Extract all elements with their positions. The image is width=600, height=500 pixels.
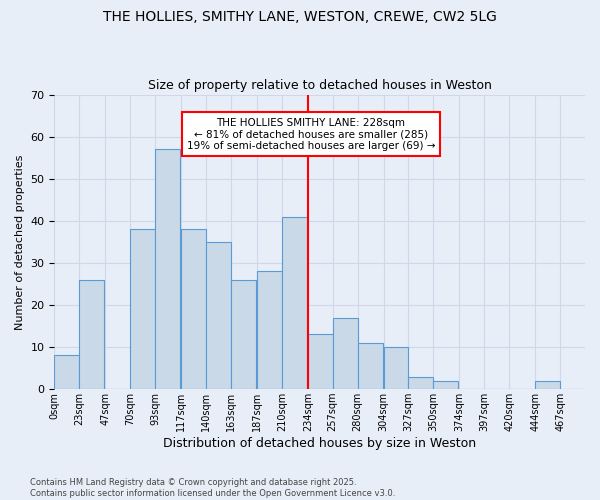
- Text: THE HOLLIES, SMITHY LANE, WESTON, CREWE, CW2 5LG: THE HOLLIES, SMITHY LANE, WESTON, CREWE,…: [103, 10, 497, 24]
- Bar: [282, 216, 307, 389]
- Title: Size of property relative to detached houses in Weston: Size of property relative to detached ho…: [148, 79, 491, 92]
- Text: Contains HM Land Registry data © Crown copyright and database right 2025.
Contai: Contains HM Land Registry data © Crown c…: [30, 478, 395, 498]
- Bar: [308, 334, 332, 389]
- Y-axis label: Number of detached properties: Number of detached properties: [15, 154, 25, 330]
- Bar: [332, 318, 358, 389]
- Bar: [79, 280, 104, 389]
- Bar: [206, 242, 231, 389]
- Bar: [535, 380, 560, 389]
- X-axis label: Distribution of detached houses by size in Weston: Distribution of detached houses by size …: [163, 437, 476, 450]
- Bar: [130, 229, 155, 389]
- Bar: [383, 347, 409, 389]
- Bar: [181, 229, 206, 389]
- Bar: [433, 380, 458, 389]
- Bar: [257, 272, 282, 389]
- Bar: [55, 356, 79, 389]
- Bar: [358, 343, 383, 389]
- Bar: [409, 376, 433, 389]
- Bar: [155, 150, 180, 389]
- Text: THE HOLLIES SMITHY LANE: 228sqm
← 81% of detached houses are smaller (285)
19% o: THE HOLLIES SMITHY LANE: 228sqm ← 81% of…: [187, 118, 435, 151]
- Bar: [231, 280, 256, 389]
